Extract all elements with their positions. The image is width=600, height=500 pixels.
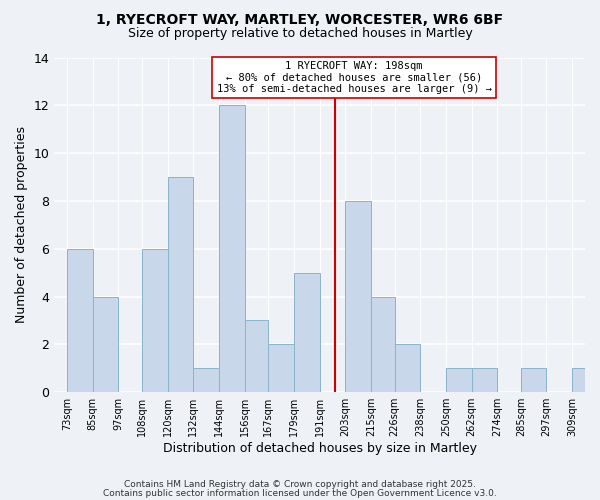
Bar: [521, 368, 547, 392]
Bar: [142, 249, 168, 392]
Text: Size of property relative to detached houses in Martley: Size of property relative to detached ho…: [128, 28, 472, 40]
Bar: [572, 368, 598, 392]
Bar: [168, 177, 193, 392]
Bar: [346, 201, 371, 392]
Bar: [395, 344, 420, 392]
Bar: [472, 368, 497, 392]
Text: Contains public sector information licensed under the Open Government Licence v3: Contains public sector information licen…: [103, 488, 497, 498]
Bar: [268, 344, 294, 392]
Bar: [446, 368, 472, 392]
Bar: [67, 249, 93, 392]
Bar: [219, 106, 245, 392]
Text: 1 RYECROFT WAY: 198sqm
← 80% of detached houses are smaller (56)
13% of semi-det: 1 RYECROFT WAY: 198sqm ← 80% of detached…: [217, 61, 491, 94]
Bar: [93, 296, 118, 392]
X-axis label: Distribution of detached houses by size in Martley: Distribution of detached houses by size …: [163, 442, 476, 455]
Bar: [245, 320, 268, 392]
Text: 1, RYECROFT WAY, MARTLEY, WORCESTER, WR6 6BF: 1, RYECROFT WAY, MARTLEY, WORCESTER, WR6…: [97, 12, 503, 26]
Y-axis label: Number of detached properties: Number of detached properties: [15, 126, 28, 324]
Bar: [371, 296, 395, 392]
Bar: [294, 272, 320, 392]
Bar: [193, 368, 219, 392]
Text: Contains HM Land Registry data © Crown copyright and database right 2025.: Contains HM Land Registry data © Crown c…: [124, 480, 476, 489]
